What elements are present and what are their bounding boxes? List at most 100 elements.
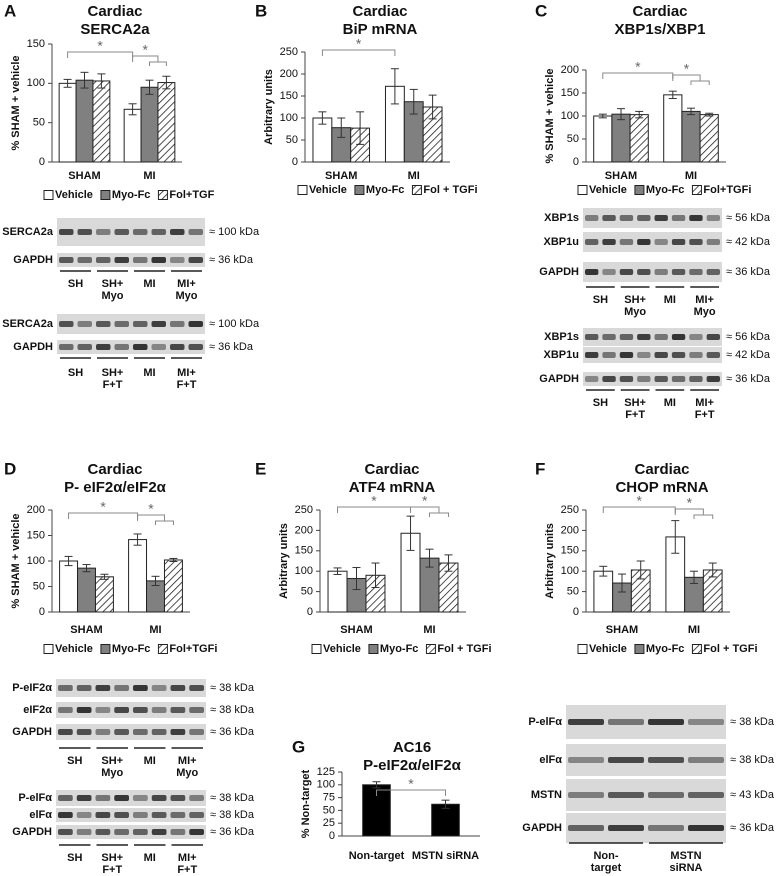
blot-band (585, 215, 599, 221)
lane-label: F+T (695, 409, 715, 421)
blot-band (151, 321, 166, 327)
y-tick-label: 250 (295, 504, 313, 516)
blot-band (76, 707, 92, 713)
lane-label: Myo (624, 306, 646, 318)
significance-star: * (635, 59, 641, 75)
blot-band (151, 829, 167, 835)
significance-bracket (410, 506, 449, 517)
error-bar (145, 79, 154, 95)
blot-strip (56, 808, 206, 822)
legend-label: Myo-Fc (380, 643, 419, 655)
error-bar (668, 90, 677, 100)
legend-label: Myo-Fc (646, 184, 685, 196)
error-bar (64, 555, 73, 567)
blot-band (114, 812, 129, 818)
blot-band (671, 239, 686, 245)
blot-row-label: GAPDH (539, 373, 579, 385)
legend-marker (157, 644, 168, 654)
x-tick-label: SHAM (340, 624, 372, 636)
blot-band (95, 685, 111, 691)
blot-band (170, 685, 186, 691)
significance-star: * (100, 499, 106, 515)
lane-label: SH (68, 278, 83, 290)
y-tick-label: 200 (280, 68, 298, 80)
x-tick-label: SHAM (606, 624, 638, 636)
bar (94, 576, 114, 613)
bar (58, 82, 77, 163)
bar (611, 113, 631, 163)
blot-strip (583, 208, 722, 228)
legend-label: Myo-Fc (112, 643, 151, 655)
blot-band (133, 229, 148, 235)
significance-bracket (672, 74, 710, 85)
blot-band (188, 344, 203, 350)
blot-band (133, 685, 148, 691)
x-tick-label: MI (143, 170, 155, 182)
blot-band (151, 812, 167, 818)
blot-band (59, 229, 74, 235)
blot-kda-label: ≈ 38 kDa (730, 754, 775, 766)
blot-band (189, 707, 204, 713)
blot-band (58, 707, 73, 713)
blot-band (95, 707, 111, 713)
y-tick-label: 200 (295, 524, 313, 536)
chart-title: Cardiac (87, 3, 142, 20)
lane-label: target (591, 862, 622, 874)
blot-band (77, 229, 92, 235)
blot-band (637, 334, 651, 340)
y-tick-label: 100 (317, 779, 335, 791)
blot-kda-label: ≈ 56 kDa (726, 331, 771, 343)
blot-strip (56, 702, 206, 718)
lane-label: SH (67, 852, 82, 864)
blot-band (602, 215, 616, 221)
blot-band (568, 757, 604, 763)
y-tick-label: 125 (317, 766, 335, 778)
lane-label: MI+ (177, 367, 196, 379)
lane-label: MI (144, 852, 156, 864)
lane-label: MI+ (695, 294, 714, 306)
legend-marker (100, 644, 111, 654)
blot-band (114, 729, 129, 735)
y-tick-label: 50 (33, 117, 45, 129)
legend-marker (411, 185, 422, 195)
blot-band (671, 376, 686, 382)
lane-label: SH+ (624, 397, 646, 409)
blot-band (151, 229, 166, 235)
blot-band (170, 344, 185, 350)
chart-title: Cardiac (634, 461, 689, 478)
lane-label: SH (68, 367, 83, 379)
blot-band (170, 795, 186, 801)
lane-label: MI (664, 294, 676, 306)
blot-band (648, 757, 684, 763)
blot-band (688, 757, 724, 763)
y-axis-label: Arbitrary units (544, 523, 556, 599)
blot-band (637, 215, 651, 221)
blot-band (654, 215, 668, 221)
x-tick-label: SHAM (68, 170, 100, 182)
blot-strip (57, 253, 205, 267)
error-bar (708, 562, 717, 578)
blot-band (608, 719, 644, 725)
blot-band (585, 376, 599, 382)
significance-bracket (376, 789, 446, 796)
legend-label: Fol + TGFi (423, 184, 477, 196)
lane-label: MI (144, 755, 156, 767)
blot-strip (57, 340, 205, 354)
legend-marker (368, 644, 379, 654)
x-tick-label: SHAM (70, 624, 102, 636)
blot-band (114, 795, 129, 801)
significance-star: * (408, 776, 414, 792)
blot-band (637, 352, 651, 358)
legend-marker (577, 185, 588, 195)
y-tick-label: 150 (27, 529, 45, 541)
blot-band (76, 829, 92, 835)
blot-band (76, 812, 92, 818)
blot-band (654, 239, 668, 245)
blot-band (688, 792, 724, 798)
blot-strip (583, 372, 722, 386)
significance-bracket (321, 49, 396, 56)
lane-label: MI+ (177, 278, 196, 290)
blot-band (133, 321, 148, 327)
error-bar (428, 94, 437, 120)
